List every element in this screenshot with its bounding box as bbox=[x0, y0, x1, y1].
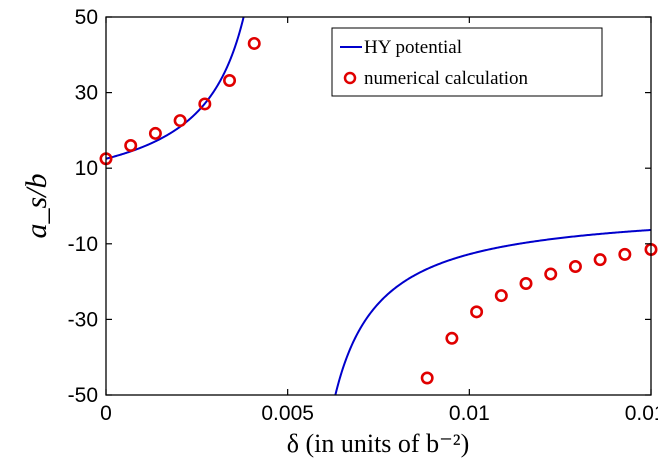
y-tick-label: 50 bbox=[75, 6, 98, 29]
y-tick-label: -10 bbox=[68, 233, 98, 256]
x-tick-label: 0.01 bbox=[449, 402, 490, 425]
legend-label-numerical: numerical calculation bbox=[364, 68, 529, 89]
legend-label-hy: HY potential bbox=[364, 37, 462, 58]
y-tick-label: -30 bbox=[68, 308, 98, 331]
y-tick-label: -50 bbox=[68, 384, 98, 407]
y-axis-label: a_s/b bbox=[20, 173, 53, 238]
y-tick-label: 30 bbox=[75, 82, 98, 105]
x-tick-label: 0 bbox=[100, 402, 112, 425]
legend: HY potential numerical calculation bbox=[332, 28, 602, 96]
x-tick-label: 0.005 bbox=[261, 402, 314, 425]
x-tick-label: 0.015 bbox=[625, 402, 658, 425]
x-axis-label: δ (in units of b⁻²) bbox=[287, 429, 470, 458]
y-tick-label: 10 bbox=[75, 157, 98, 180]
